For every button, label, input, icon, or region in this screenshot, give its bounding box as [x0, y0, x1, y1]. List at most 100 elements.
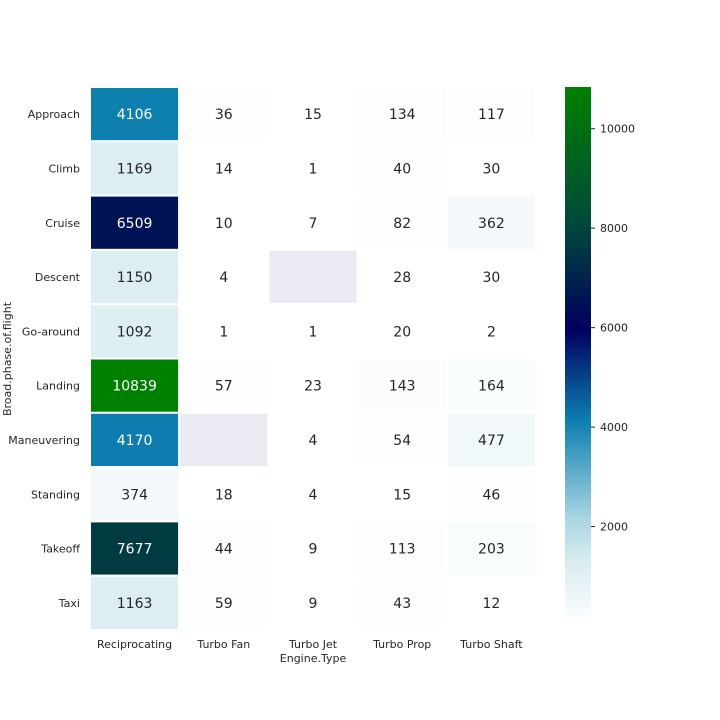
cell-value-label: 6509 [117, 216, 153, 232]
heatmap-cell [89, 140, 181, 197]
cell-value-label: 15 [393, 487, 411, 503]
colorbar-ticks: 2000 4000 6000 8000 10000 [591, 123, 635, 534]
cell-value-label: 44 [215, 542, 233, 558]
cell-value-label: 14 [215, 161, 233, 177]
heatmap-cell [178, 574, 270, 632]
cell-value-label: 4 [309, 487, 318, 503]
heatmap-cell [178, 466, 270, 523]
heatmap-cell [356, 357, 448, 414]
y-tick-label: Landing [36, 380, 80, 393]
heatmap-cell [356, 248, 448, 306]
heatmap-cell [356, 194, 448, 251]
y-tick-label: Standing [31, 488, 80, 501]
cell-value-label: 28 [393, 270, 411, 286]
cell-value-label: 1 [219, 324, 228, 340]
cell-value-label: 36 [215, 107, 233, 123]
x-tick-labels: Reciprocating Turbo Fan Turbo Jet Turbo Pro… [97, 638, 523, 651]
cell-value-label: 117 [478, 107, 505, 123]
y-tick-label: Descent [35, 271, 81, 284]
y-tick-label: Taxi [58, 597, 80, 610]
heatmap-cell [445, 357, 537, 414]
x-tick-label: Reciprocating [97, 638, 172, 651]
y-tick-label: Maneuvering [8, 434, 80, 447]
cell-value-label: 54 [393, 433, 411, 449]
heatmap-cell [267, 303, 359, 360]
colorbar-tick-label: 8000 [600, 222, 628, 235]
heatmap-cell [89, 574, 181, 632]
y-tick-label: Cruise [45, 217, 80, 230]
cell-value-label: 4170 [117, 433, 153, 449]
heatmap-cell [178, 303, 270, 360]
heatmap-cell [445, 574, 537, 632]
y-tick-label: Takeoff [40, 543, 80, 556]
cell-value-label: 57 [215, 379, 233, 395]
heatmap-cell [445, 520, 537, 577]
colorbar-tick-label: 4000 [600, 421, 628, 434]
cell-value-label: 15 [304, 107, 322, 123]
heatmap-cell [267, 248, 359, 306]
y-tick-label: Go-around [22, 325, 80, 338]
colorbar [565, 87, 591, 626]
heatmap-cell [89, 248, 181, 306]
colorbar-tick-label: 10000 [600, 123, 635, 136]
cell-value-label: 374 [121, 487, 148, 503]
cell-value-label: 30 [482, 270, 500, 286]
y-tick-label: Approach [28, 108, 80, 121]
cell-value-label: 134 [389, 107, 416, 123]
heatmap-cells [89, 86, 537, 632]
heatmap-cell [178, 357, 270, 414]
cell-value-label: 1 [309, 324, 318, 340]
heatmap-cell [356, 574, 448, 632]
cell-value-label: 46 [482, 487, 500, 503]
heatmap-cell [267, 574, 359, 632]
cell-value-label: 4106 [117, 107, 153, 123]
heatmap-cell [89, 86, 181, 143]
cell-value-label: 18 [215, 487, 233, 503]
cell-value-label: 10839 [112, 379, 157, 395]
x-tick-label: Turbo Jet [288, 638, 338, 651]
y-axis-title: Broad.phase.of.flight [1, 301, 14, 416]
heatmap-cell [445, 248, 537, 306]
cell-value-label: 30 [482, 161, 500, 177]
cell-value-label: 7 [309, 216, 318, 232]
cell-value-label: 113 [389, 542, 416, 558]
cell-value-label: 2 [487, 324, 496, 340]
colorbar-tick-label: 6000 [600, 322, 628, 335]
heatmap-cell [178, 194, 270, 251]
heatmap-cell [178, 411, 270, 469]
heatmap-cell [89, 303, 181, 360]
cell-value-label: 143 [389, 379, 416, 395]
cell-value-label: 40 [393, 161, 411, 177]
heatmap-cell [178, 86, 270, 143]
heatmap-cell [445, 140, 537, 197]
heatmap-cell [89, 411, 181, 469]
cell-value-label: 12 [482, 596, 500, 612]
cell-value-label: 4 [219, 270, 228, 286]
cell-value-label: 4 [309, 433, 318, 449]
cell-value-label: 477 [478, 433, 505, 449]
cell-value-label: 1169 [117, 161, 153, 177]
cell-value-label: 1092 [117, 324, 153, 340]
cell-value-label: 1 [309, 161, 318, 177]
cell-value-label: 362 [478, 216, 505, 232]
cell-value-label: 20 [393, 324, 411, 340]
cell-value-label: 1163 [117, 596, 153, 612]
colorbar-tick-label: 2000 [600, 521, 628, 534]
heatmap-cell [267, 140, 359, 197]
y-tick-labels: Approach Climb Cruise Descent Go-around Landi… [8, 108, 80, 610]
heatmap-cell [178, 248, 270, 306]
cell-value-label: 82 [393, 216, 411, 232]
heatmap-cell [178, 520, 270, 577]
y-tick-label: Climb [49, 162, 81, 175]
cell-value-label: 203 [478, 542, 505, 558]
cell-value-label: 10 [215, 216, 233, 232]
x-tick-label: Turbo Fan [196, 638, 250, 651]
cell-value-label: 1150 [117, 270, 153, 286]
x-tick-label: Turbo Shaft [459, 638, 523, 651]
cell-value-label: 23 [304, 379, 322, 395]
x-tick-label: Turbo Prop [372, 638, 431, 651]
cell-value-label: 9 [309, 596, 318, 612]
cell-value-label: 43 [393, 596, 411, 612]
